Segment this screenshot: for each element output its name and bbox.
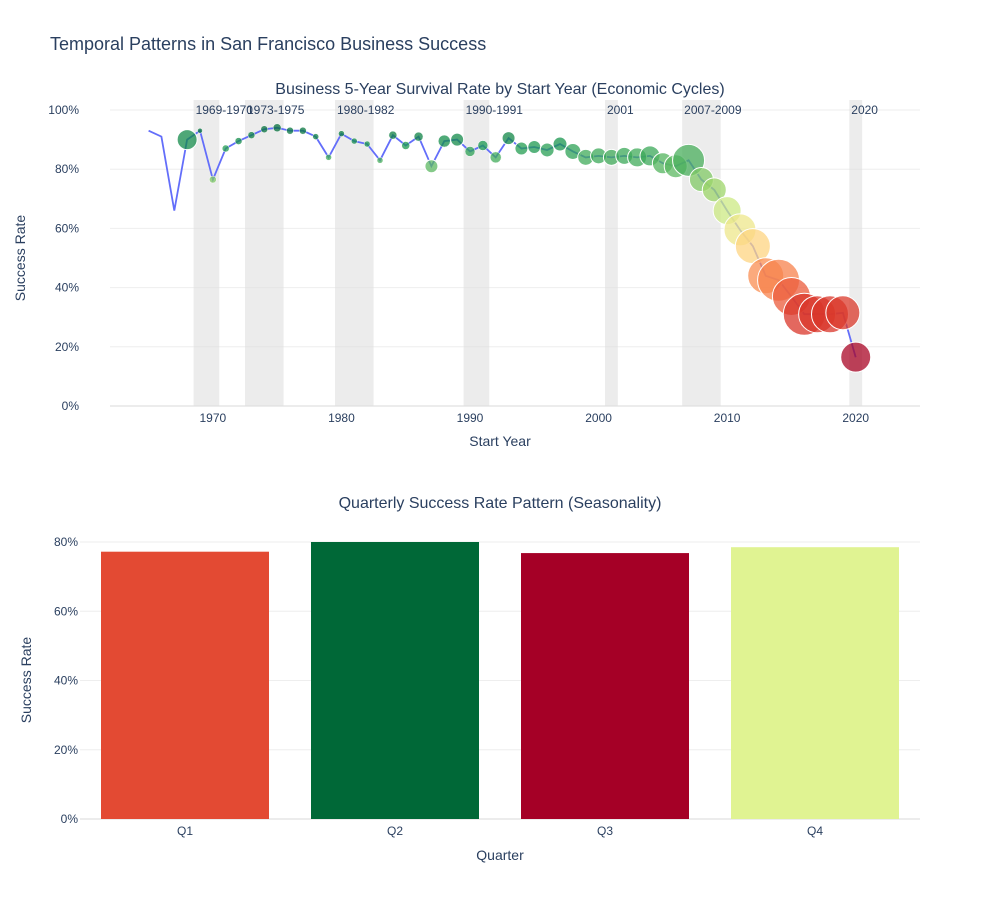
data-point <box>825 295 861 331</box>
survival-y-axis-label: Success Rate <box>12 215 28 302</box>
survival-x-axis-label: Start Year <box>469 433 531 449</box>
recession-band <box>245 100 284 406</box>
data-point <box>234 137 243 145</box>
data-point <box>209 175 217 184</box>
quarterly-chart-title: Quarterly Success Rate Pattern (Seasonal… <box>339 495 662 512</box>
recession-label: 2007-2009 <box>684 103 742 117</box>
survival-chart-title: Business 5-Year Survival Rate by Start Y… <box>275 81 724 98</box>
y-tick-label: 80% <box>54 535 78 549</box>
quarterly-x-axis-label: Quarter <box>476 847 524 863</box>
y-tick-label: 100% <box>48 103 79 117</box>
data-point <box>401 141 410 150</box>
data-point <box>450 132 465 147</box>
quarter-bar <box>101 551 269 819</box>
data-point <box>501 131 516 146</box>
y-tick-label: 40% <box>54 674 78 688</box>
data-point <box>299 126 307 135</box>
data-point <box>351 137 358 145</box>
recession-bands <box>193 100 863 406</box>
data-point <box>514 141 529 156</box>
data-point <box>539 142 555 158</box>
x-tick-label: Q1 <box>177 824 193 838</box>
data-point <box>376 157 384 164</box>
quarter-bar <box>731 547 899 819</box>
quarterly-bars <box>101 542 899 819</box>
recession-label: 2020 <box>851 103 878 117</box>
data-point <box>221 144 230 153</box>
data-point <box>424 159 439 174</box>
data-point <box>363 140 371 148</box>
data-point <box>176 129 198 151</box>
x-tick-label: 2010 <box>714 411 741 425</box>
recession-label: 1990-1991 <box>466 103 524 117</box>
recession-band <box>335 100 374 406</box>
quarterly-success-chart: Quarterly Success Rate Pattern (Seasonal… <box>18 495 920 863</box>
data-point <box>552 136 568 152</box>
x-tick-label: 1970 <box>200 411 227 425</box>
survival-points <box>176 123 872 373</box>
data-point <box>388 130 398 140</box>
x-tick-label: 1980 <box>328 411 355 425</box>
data-point <box>260 125 269 133</box>
quarterly-y-axis-label: Success Rate <box>18 637 34 724</box>
data-point <box>338 130 345 137</box>
quarterly-y-ticks: 0% 20% 40% 60% 80% <box>54 535 78 826</box>
data-point <box>197 127 203 134</box>
x-tick-label: Q4 <box>807 824 823 838</box>
data-point <box>840 341 872 373</box>
survival-grid <box>110 109 920 407</box>
x-tick-label: Q2 <box>387 824 403 838</box>
survival-x-ticks: 1970 1980 1990 2000 2010 2020 <box>200 411 870 425</box>
data-point <box>413 131 424 142</box>
data-point <box>489 151 502 164</box>
y-tick-label: 60% <box>55 221 79 235</box>
quarterly-x-ticks: Q1 Q2 Q3 Q4 <box>177 824 823 838</box>
recession-band <box>605 100 618 406</box>
recession-label: 1980-1982 <box>337 103 395 117</box>
data-point <box>312 133 319 140</box>
recession-band <box>849 100 863 406</box>
recession-label: 2001 <box>607 103 634 117</box>
x-tick-label: 2020 <box>842 411 869 425</box>
data-point <box>464 146 476 157</box>
data-point <box>325 154 332 161</box>
recession-label: 1973-1975 <box>247 103 305 117</box>
data-point <box>527 140 542 154</box>
y-tick-label: 0% <box>62 399 80 413</box>
data-point <box>477 140 489 151</box>
x-tick-label: Q3 <box>597 824 613 838</box>
y-tick-label: 80% <box>55 162 79 176</box>
y-tick-label: 20% <box>54 743 78 757</box>
recession-label: 1969-1970 <box>196 103 254 117</box>
data-point <box>247 131 256 139</box>
data-point <box>272 123 282 133</box>
data-point <box>438 134 451 148</box>
x-tick-label: 2000 <box>585 411 612 425</box>
y-tick-label: 20% <box>55 340 79 354</box>
x-tick-label: 1990 <box>457 411 484 425</box>
y-tick-label: 40% <box>55 281 79 295</box>
data-point <box>286 126 294 135</box>
recession-band <box>193 100 220 406</box>
quarter-bar <box>311 542 479 819</box>
data-point <box>701 177 727 203</box>
y-tick-label: 0% <box>61 812 79 826</box>
survival-y-ticks: 0% 20% 40% 60% 80% 100% <box>48 103 79 413</box>
y-tick-label: 60% <box>54 604 78 618</box>
quarter-bar <box>521 553 689 819</box>
figure-title: Temporal Patterns in San Francisco Busin… <box>50 34 486 54</box>
survival-rate-chart: Business 5-Year Survival Rate by Start Y… <box>12 81 920 449</box>
